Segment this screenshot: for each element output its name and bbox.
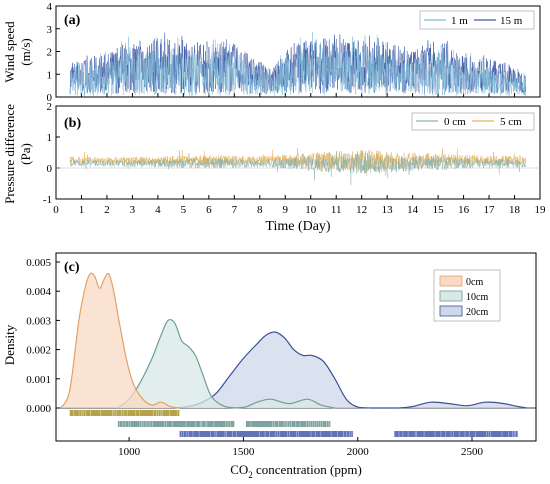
panel-c-ytick-label: 0.002 bbox=[26, 345, 51, 357]
panel-b-xtick-label: 6 bbox=[206, 204, 212, 216]
panel-b-xtick-label: 12 bbox=[356, 204, 367, 216]
legend-swatch-10cm bbox=[439, 290, 463, 302]
density-area-20cm bbox=[174, 332, 527, 408]
panel-a: (a) Wind speed (m/s) 0 1 2 3 4 1 m 15 m bbox=[2, 1, 541, 104]
panel-b-xtick-label: 0 bbox=[53, 204, 59, 216]
panel-c-xlabel: CO2 concentration (ppm) bbox=[230, 462, 362, 480]
xlabel-co: CO bbox=[230, 462, 248, 477]
panel-a-ytick-label: 0 bbox=[47, 92, 53, 104]
legend-label-5cm: 5 cm bbox=[500, 116, 522, 128]
rug-band-20cm bbox=[179, 431, 354, 437]
panel-b-xtick-label: 10 bbox=[305, 204, 317, 216]
panel-c-legend: 0cm 10cm 20cm bbox=[433, 269, 501, 322]
legend-label-15m: 15 m bbox=[500, 15, 523, 27]
panel-b-xtick-label: 2 bbox=[104, 204, 110, 216]
rug-band-20cm bbox=[394, 431, 518, 437]
panel-b-frame bbox=[55, 105, 541, 200]
panel-b-xlabel: Time (Day) bbox=[265, 219, 331, 234]
panel-b-xtick-label: 15 bbox=[433, 204, 445, 216]
legend-label-0cm: 0cm bbox=[466, 277, 483, 288]
rug-band-10cm bbox=[117, 421, 235, 427]
panel-a-ytick-label: 1 bbox=[47, 69, 53, 81]
legend-label-0cm-b: 0 cm bbox=[444, 116, 466, 128]
xlabel-rest: concentration (ppm) bbox=[253, 462, 362, 477]
panel-c-xtick-label: 1000 bbox=[118, 446, 141, 458]
panel-a-ytick-label: 4 bbox=[47, 1, 53, 13]
panel-c-xtick-label: 2000 bbox=[347, 446, 370, 458]
legend-label-10cm: 10cm bbox=[466, 292, 488, 303]
panel-c-ytick-label: 0.004 bbox=[26, 286, 51, 298]
panel-a-ylabel-1: Wind speed bbox=[2, 21, 17, 83]
panel-b-xtick-label: 3 bbox=[130, 204, 136, 216]
panel-b-ylabel-1: Pressure difference bbox=[2, 104, 17, 204]
panel-c-label: (c) bbox=[64, 260, 80, 275]
series-5cm-line bbox=[69, 147, 527, 177]
panel-c-frame bbox=[55, 252, 537, 442]
panel-b-xtick-label: 9 bbox=[283, 204, 289, 216]
panel-b-xtick-label: 17 bbox=[484, 204, 496, 216]
panel-a-legend: 1 m 15 m bbox=[419, 10, 535, 30]
panel-b-ytick-label: -1 bbox=[43, 194, 52, 206]
panel-b-ytick-label: 1 bbox=[47, 132, 53, 144]
panel-b-xtick-label: 14 bbox=[407, 204, 419, 216]
panel-b-xtick-label: 1 bbox=[79, 204, 85, 216]
density-line-0cm bbox=[60, 272, 180, 409]
panel-c-ytick-label: 0.001 bbox=[26, 374, 51, 386]
legend-swatch-0cm bbox=[439, 275, 463, 287]
panel-b-xtick-label: 13 bbox=[382, 204, 394, 216]
series-0cm-line bbox=[69, 150, 527, 186]
panel-c-xtick-label: 2500 bbox=[461, 446, 484, 458]
density-area-10cm bbox=[117, 319, 335, 408]
panel-b-label: (b) bbox=[64, 116, 81, 131]
panel-b-xtick-label: 4 bbox=[155, 204, 161, 216]
panel-c: (c) Density 0.000 0.001 0.002 0.003 0.004 0.0… bbox=[2, 252, 537, 480]
panel-a-ylabel-2: (m/s) bbox=[18, 38, 33, 65]
rug-band-10cm bbox=[245, 421, 331, 427]
panel-b-legend: 0 cm 5 cm bbox=[411, 112, 535, 131]
panel-a-ytick-label: 3 bbox=[47, 24, 53, 36]
panel-b-ytick-label: 0 bbox=[47, 163, 53, 175]
panel-a-label: (a) bbox=[64, 13, 81, 28]
panel-b-xtick-label: 11 bbox=[331, 204, 342, 216]
panel-b-xtick-label: 7 bbox=[232, 204, 238, 216]
legend-label-20cm: 20cm bbox=[466, 307, 488, 318]
panel-a-ytick-label: 2 bbox=[47, 47, 53, 59]
panel-b-xtick-label: 18 bbox=[509, 204, 521, 216]
density-line-20cm bbox=[174, 331, 527, 409]
series-1m-line bbox=[69, 31, 527, 96]
density-area-0cm bbox=[60, 273, 180, 408]
panel-b-xtick-label: 5 bbox=[181, 204, 187, 216]
panel-b-ylabel-2: (Pa) bbox=[18, 143, 33, 165]
density-line-10cm bbox=[117, 318, 336, 409]
legend-swatch-20cm bbox=[439, 305, 463, 317]
panel-c-ylabel: Density bbox=[2, 324, 17, 365]
rug-band-0cm bbox=[69, 410, 180, 416]
panel-b-xtick-label: 16 bbox=[458, 204, 470, 216]
panel-b-xtick-label: 8 bbox=[257, 204, 263, 216]
panel-c-ytick-label: 0.005 bbox=[26, 257, 51, 269]
panel-c-ytick-label: 0.000 bbox=[26, 403, 51, 415]
panel-c-xtick-label: 1500 bbox=[232, 446, 255, 458]
xlabel-subscript: 2 bbox=[248, 470, 253, 480]
legend-label-1m: 1 m bbox=[451, 15, 468, 27]
panel-c-ytick-label: 0.003 bbox=[26, 315, 51, 327]
panel-b-xtick-label: 19 bbox=[535, 204, 547, 216]
panel-b-ytick-label: 2 bbox=[47, 101, 53, 113]
